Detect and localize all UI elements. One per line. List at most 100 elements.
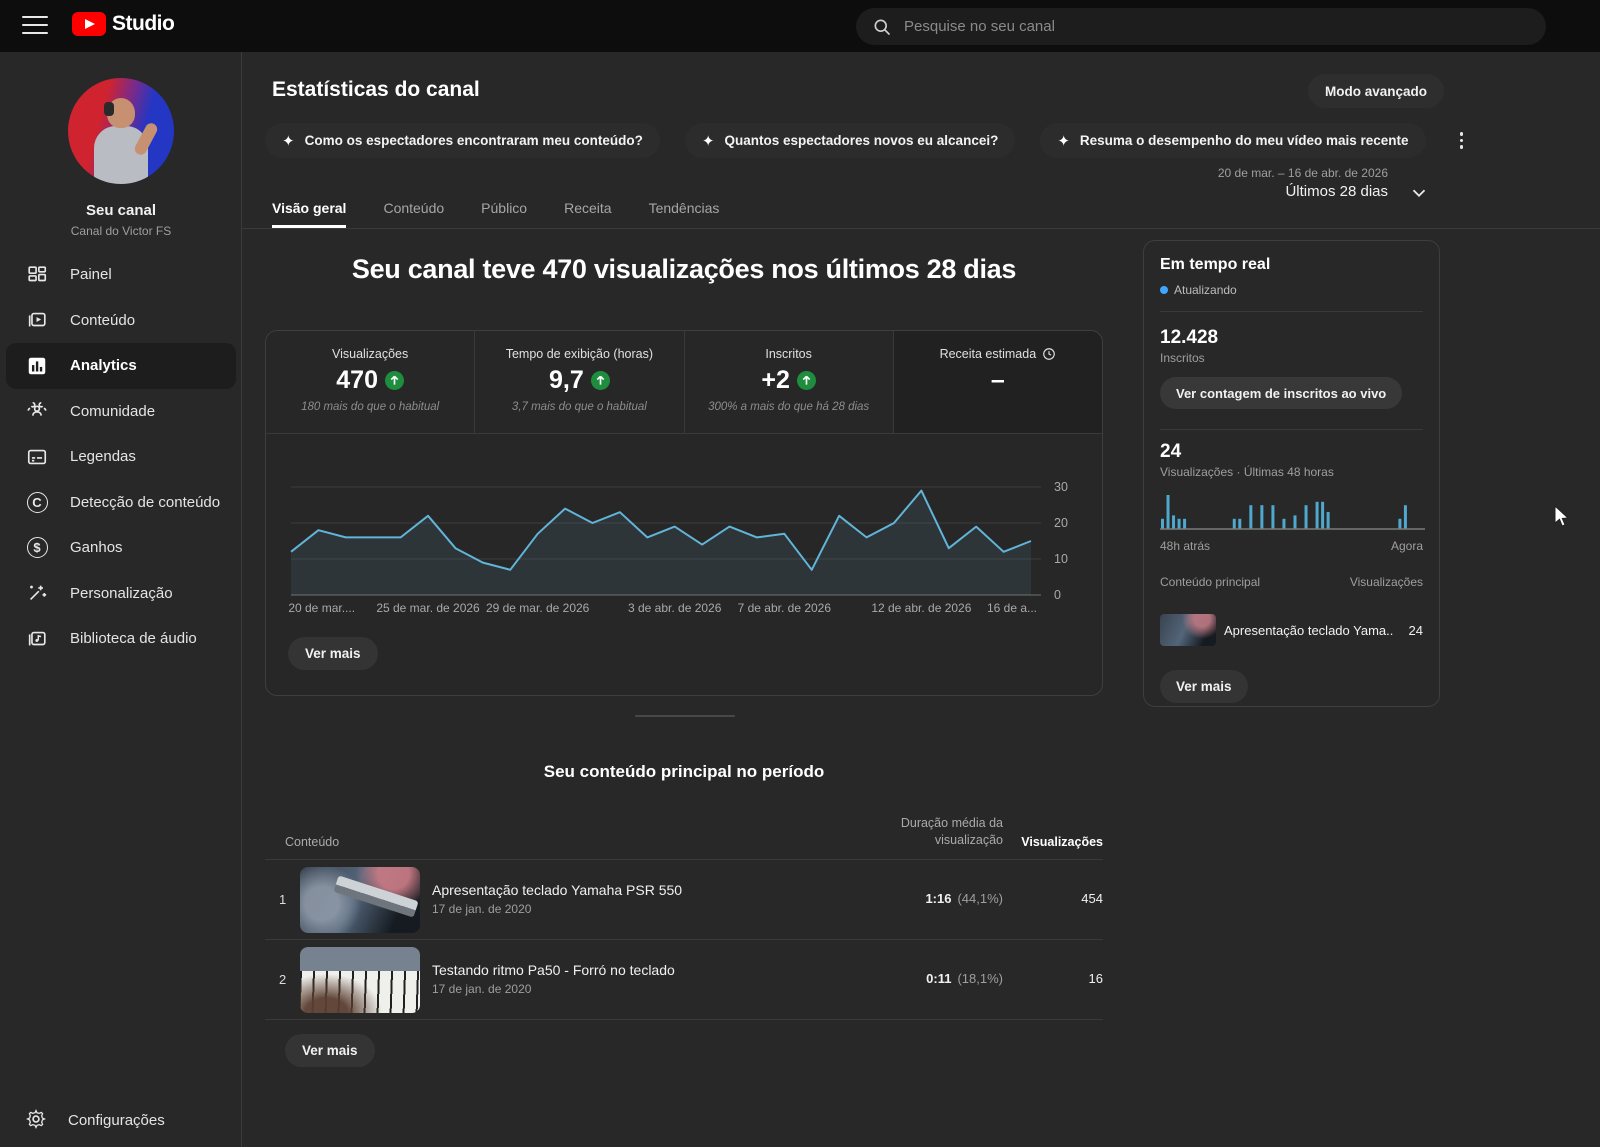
sidebar-item-configuracoes[interactable]: Configurações	[0, 1098, 242, 1143]
metric-inscritos[interactable]: Inscritos +2 300% a mais do que há 28 di…	[685, 331, 894, 433]
overview-chart-card: Visualizações 470 180 mais do que o habi…	[265, 330, 1103, 696]
video-thumbnail[interactable]	[300, 947, 420, 1013]
avatar-body	[94, 126, 148, 184]
more-options-icon[interactable]	[1453, 130, 1471, 152]
live-subscriber-count-button[interactable]: Ver contagem de inscritos ao vivo	[1160, 377, 1403, 409]
video-title[interactable]: Testando ritmo Pa50 - Forró no teclado	[432, 962, 675, 978]
x-tick-label: 25 de mar. de 2026	[376, 601, 480, 615]
video-views: 16	[1088, 971, 1103, 986]
video-title[interactable]: Apresentação teclado Yamaha PSR 550	[432, 882, 683, 898]
realtime-table-header: Conteúdo principal Visualizações	[1160, 575, 1423, 589]
sidebar-item-conteudo[interactable]: Conteúdo	[0, 298, 242, 344]
overview-headline: Seu canal teve 470 visualizações nos últ…	[351, 254, 1017, 284]
x-tick-label: 20 de mar....	[288, 601, 356, 615]
metric-visualizacoes[interactable]: Visualizações 470 180 mais do que o habi…	[266, 331, 476, 433]
sidebar-item-label: Painel	[70, 266, 112, 284]
chip-how-viewers-found[interactable]: ✦ Como os espectadores encontraram meu c…	[265, 123, 660, 158]
column-duration[interactable]: Duração média da visualização	[900, 816, 1003, 848]
tab-receita[interactable]: Receita	[564, 200, 612, 216]
sidebar-item-ganhos[interactable]: $ Ganhos	[0, 525, 242, 571]
metric-label: Inscritos	[765, 347, 812, 361]
tab-conteudo[interactable]: Conteúdo	[383, 200, 445, 216]
divider	[1160, 311, 1423, 312]
sidebar-item-label: Analytics	[70, 357, 137, 375]
sidebar-item-label: Configurações	[68, 1112, 165, 1129]
metric-label: Receita estimada	[939, 347, 1037, 361]
realtime-card: Em tempo real Atualizando 12.428 Inscrit…	[1143, 240, 1440, 707]
axis-48h-label: 48h atrás	[1160, 539, 1211, 553]
channel-owner: Canal do Victor FS	[70, 224, 172, 238]
sidebar-item-comunidade[interactable]: Comunidade	[0, 389, 242, 435]
youtube-studio-logo[interactable]: Studio	[72, 12, 175, 36]
search-input[interactable]	[904, 18, 1530, 35]
tab-publico[interactable]: Público	[481, 200, 528, 216]
insight-chips: ✦ Como os espectadores encontraram meu c…	[265, 123, 1471, 158]
chip-new-viewers[interactable]: ✦ Quantos espectadores novos eu alcancei…	[684, 123, 1016, 158]
column-views[interactable]: Visualizações	[1021, 835, 1103, 849]
video-thumbnail[interactable]	[300, 867, 420, 933]
sparkle-icon: ✦	[1057, 131, 1070, 150]
hamburger-menu-icon[interactable]	[22, 16, 48, 36]
metric-receita[interactable]: Receita estimada –	[893, 331, 1102, 433]
table-row[interactable]: 1 Apresentação teclado Yamaha PSR 550 17…	[265, 860, 1103, 940]
metric-label: Tempo de exibição (horas)	[505, 347, 654, 361]
date-range-selector[interactable]: 20 de mar. – 16 de abr. de 2026 Últimos …	[1062, 166, 1426, 200]
chip-recent-video-performance[interactable]: ✦ Resuma o desempenho do meu vídeo mais …	[1040, 123, 1426, 158]
table-see-more-button[interactable]: Ver mais	[285, 1034, 375, 1067]
x-tick-label: 7 de abr. de 2026	[737, 601, 832, 615]
metric-value: 470	[336, 366, 378, 394]
main-content: Estatísticas do canal Modo avançado ✦ Co…	[242, 52, 1600, 1147]
tab-tendencias[interactable]: Tendências	[648, 200, 720, 216]
sidebar-item-painel[interactable]: Painel	[0, 252, 242, 298]
realtime-subscribers: 12.428	[1160, 327, 1219, 348]
realtime-see-more-button[interactable]: Ver mais	[1160, 670, 1248, 703]
metric-tempo-exibicao[interactable]: Tempo de exibição (horas) 9,7 3,7 mais d…	[475, 331, 685, 433]
sidebar-item-analytics[interactable]: Analytics	[6, 343, 236, 389]
svg-text:0: 0	[1054, 588, 1061, 601]
realtime-bar-chart[interactable]	[1160, 489, 1425, 535]
dashboard-icon	[25, 263, 49, 287]
sidebar-item-label: Ganhos	[70, 539, 123, 557]
realtime-subscribers-label: Inscritos	[1160, 351, 1205, 365]
avatar-headset	[104, 102, 114, 116]
analytics-tabs: Visão geral Conteúdo Público Receita Ten…	[242, 190, 1600, 229]
gear-icon	[25, 1108, 47, 1134]
advanced-mode-button[interactable]: Modo avançado	[1308, 74, 1445, 108]
community-icon	[25, 399, 49, 423]
column-content[interactable]: Conteúdo	[285, 835, 340, 849]
x-tick-label: 12 de abr. de 2026	[871, 601, 972, 615]
avg-duration-pct: (18,1%)	[957, 971, 1003, 986]
live-dot-icon	[1160, 286, 1168, 294]
metric-note: 180 mais do que o habitual	[301, 401, 440, 413]
realtime-top-video-title[interactable]: Apresentação teclado Yama...	[1224, 623, 1394, 638]
x-tick-label: 3 de abr. de 2026	[627, 601, 722, 615]
earnings-icon: $	[25, 536, 49, 560]
video-thumbnail[interactable]	[1160, 614, 1216, 646]
video-date: 17 de jan. de 2020	[432, 982, 532, 996]
tab-visao-geral[interactable]: Visão geral	[272, 200, 347, 228]
table-row[interactable]: 2 Testando ritmo Pa50 - Forró no teclado…	[265, 940, 1103, 1020]
channel-avatar[interactable]	[68, 78, 174, 184]
date-range-text: 20 de mar. – 16 de abr. de 2026	[1217, 166, 1388, 180]
sidebar-item-label: Detecção de conteúdo	[70, 493, 221, 511]
chart-see-more-button[interactable]: Ver mais	[288, 637, 378, 670]
sidebar-item-label: Biblioteca de áudio	[70, 630, 197, 648]
chart-x-axis: 20 de mar.... 25 de mar. de 2026 29 de mar…	[266, 601, 1104, 617]
views-line-chart[interactable]: 0 10 20 30	[266, 435, 1104, 602]
divider	[1160, 429, 1423, 430]
row-rank: 2	[279, 972, 287, 987]
realtime-col-content: Conteúdo principal	[1160, 575, 1261, 589]
metric-value: +2	[761, 366, 790, 394]
sidebar-item-legendas[interactable]: Legendas	[0, 434, 242, 480]
date-range-label: Últimos 28 dias	[1285, 183, 1388, 200]
sidebar-item-personalizacao[interactable]: Personalização	[0, 571, 242, 617]
sidebar-item-deteccao[interactable]: C Detecção de conteúdo	[0, 480, 242, 526]
section-divider	[635, 715, 735, 717]
captions-icon	[25, 445, 49, 469]
sidebar-item-biblioteca[interactable]: Biblioteca de áudio	[0, 616, 242, 662]
realtime-col-views: Visualizações	[1349, 575, 1423, 589]
channel-search-bar[interactable]	[856, 8, 1546, 45]
sidebar: Seu canal Canal do Victor FS Painel Cont…	[0, 52, 242, 1147]
metric-note: 300% a mais do que há 28 dias	[708, 401, 870, 413]
sparkle-icon: ✦	[701, 131, 715, 150]
